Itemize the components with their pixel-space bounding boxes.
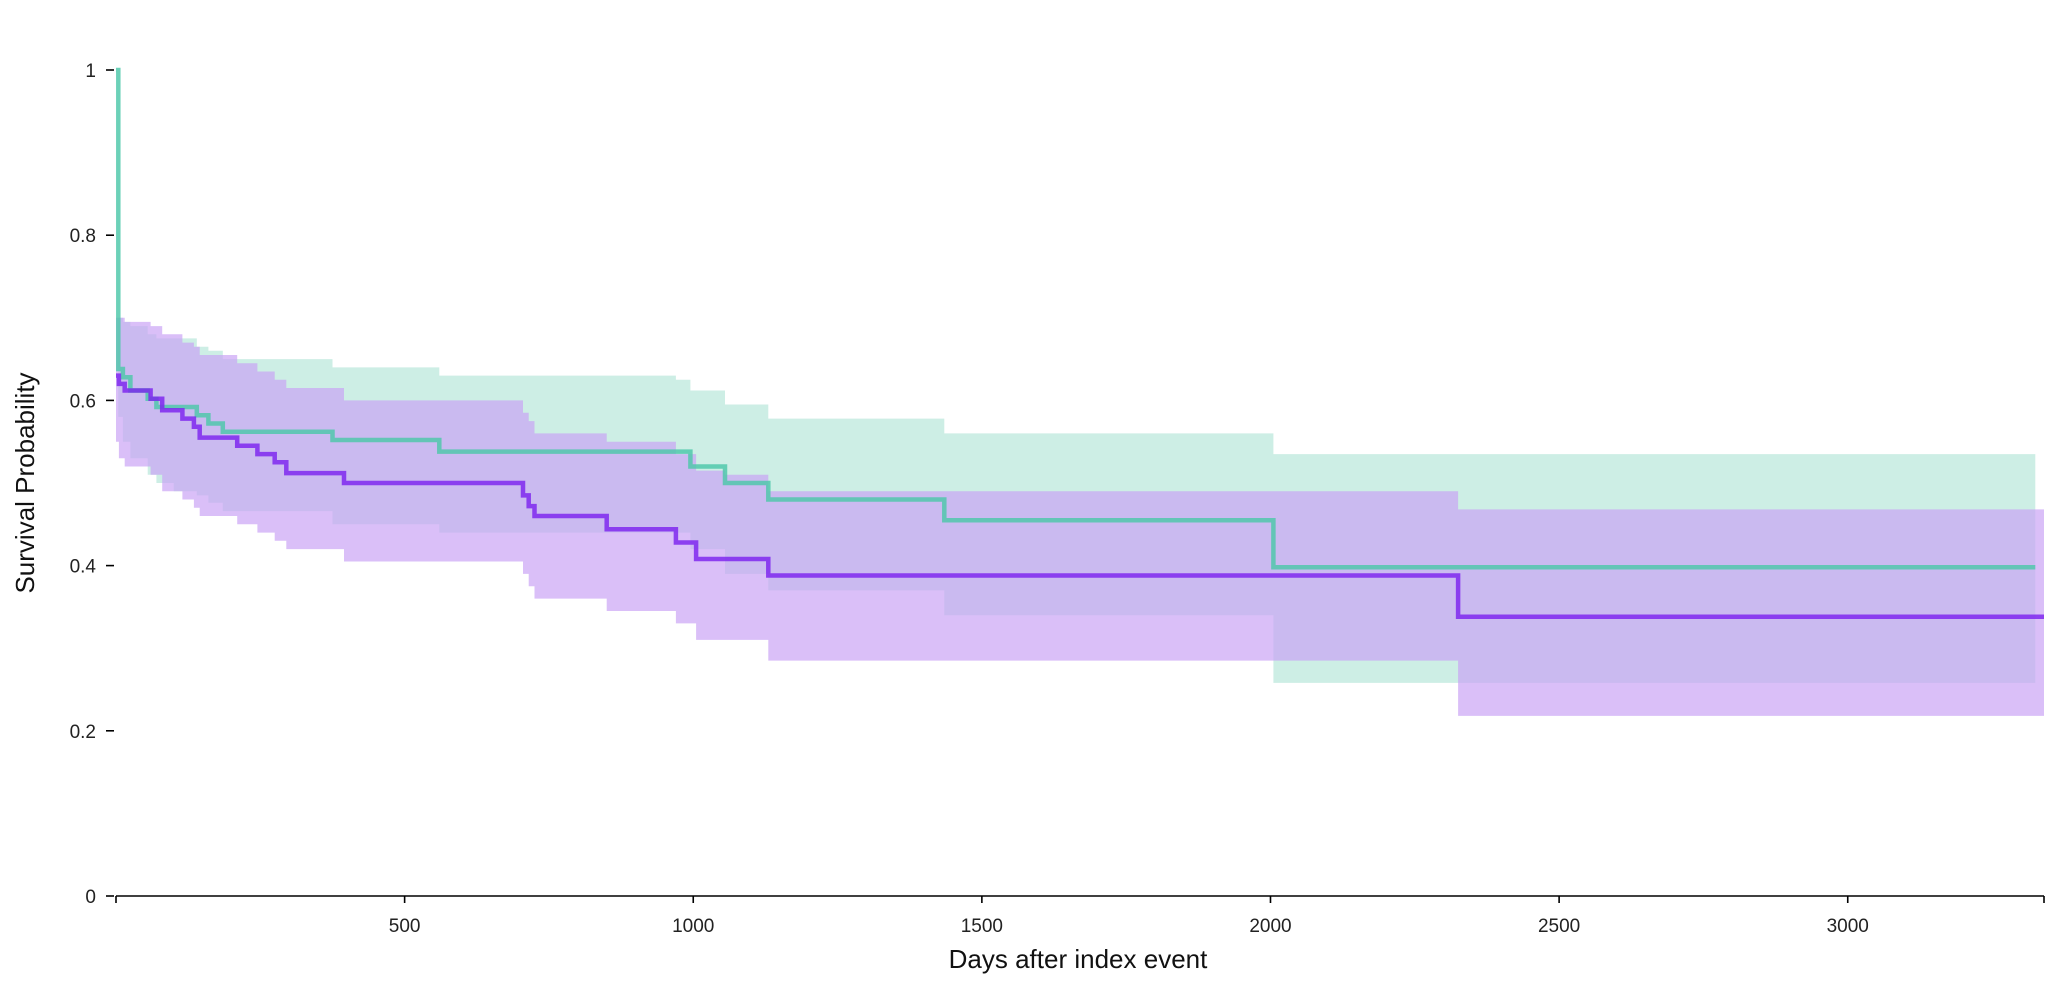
- y-tick-label: 0: [85, 887, 96, 908]
- survival-curves: [116, 67, 2044, 620]
- y-axis-ticks: 0 0.2 0.4 0.6 0.8 1: [70, 61, 114, 908]
- x-tick-label: 1500: [961, 916, 1003, 937]
- y-tick-label: 0.2: [70, 722, 96, 743]
- survival-curve-2: [116, 373, 2044, 620]
- survival-curve-1: [116, 67, 2036, 570]
- x-tick-label: 3000: [1827, 916, 1869, 937]
- y-tick-label: 0.6: [70, 391, 96, 412]
- x-axis-title: Days after index event: [949, 944, 1208, 974]
- y-tick-label: 0.8: [70, 226, 96, 247]
- axes: 500 1000 1500 2000 2500 3000 0 0.2 0.4 0.6 0.8 1 D…: [10, 61, 2045, 974]
- x-tick-label: 1000: [672, 916, 714, 937]
- y-tick-label: 1: [85, 61, 96, 82]
- x-tick-label: 500: [389, 916, 421, 937]
- y-axis-title: Survival Probability: [10, 372, 40, 593]
- x-axis-ticks: 500 1000 1500 2000 2500 3000: [115, 896, 2045, 937]
- y-tick-label: 0.4: [70, 557, 97, 578]
- x-tick-label: 2000: [1249, 916, 1291, 937]
- x-tick-label: 2500: [1538, 916, 1580, 937]
